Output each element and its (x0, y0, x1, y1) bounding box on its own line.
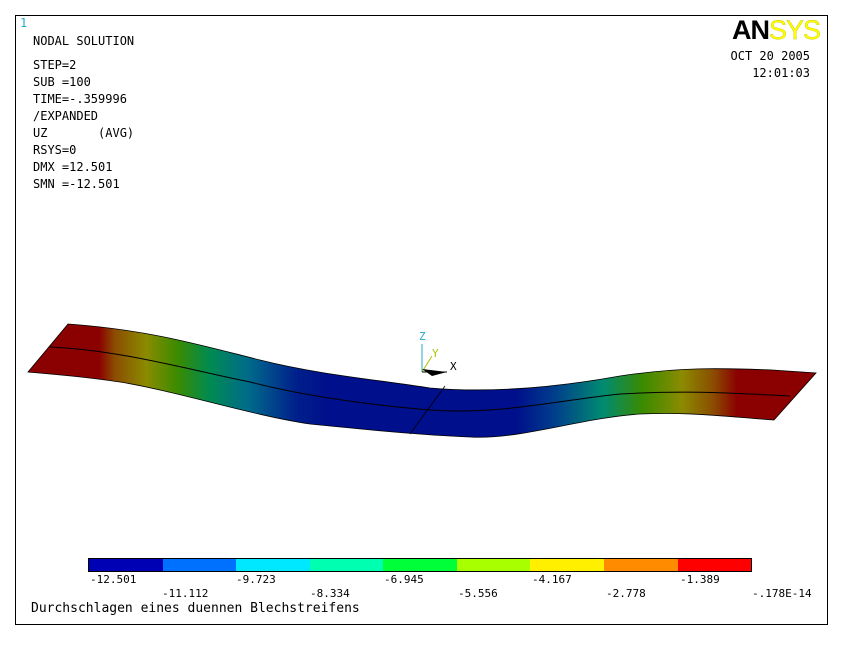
legend-value: -5.556 (458, 587, 498, 600)
date-label: OCT 20 2005 (730, 49, 810, 63)
coordinate-triad: Z Y X (419, 330, 457, 376)
legend-value: -11.112 (162, 587, 209, 600)
legend-value: -2.778 (606, 587, 646, 600)
legend-band-7 (530, 559, 604, 571)
info-step: STEP=2 (33, 58, 77, 72)
info-substep: SUB =100 (33, 75, 91, 89)
legend-value: -9.723 (236, 573, 276, 586)
legend-value: -6.945 (384, 573, 424, 586)
window-number: 1 (20, 16, 28, 30)
legend-value: -.178E-14 (752, 587, 812, 600)
triad-x-label: X (450, 360, 457, 373)
info-dmx: DMX =12.501 (33, 160, 113, 174)
legend-value: -8.334 (310, 587, 350, 600)
legend-value: -1.389 (680, 573, 720, 586)
triad-y-label: Y (432, 347, 439, 360)
info-rsys: RSYS=0 (33, 143, 77, 157)
legend-band-2 (162, 559, 237, 571)
time-label: 12:01:03 (752, 66, 810, 80)
info-time: TIME=-.359996 (33, 92, 127, 106)
legend-band-1 (89, 559, 163, 571)
contour-legend-bar (88, 558, 752, 572)
legend-band-9 (677, 559, 752, 571)
legend-value: -12.501 (90, 573, 137, 586)
info-expanded: /EXPANDED (33, 109, 99, 123)
legend-band-8 (603, 559, 678, 571)
info-smn: SMN =-12.501 (33, 177, 120, 191)
result-title: NODAL SOLUTION (33, 34, 135, 48)
legend-value: -4.167 (532, 573, 572, 586)
graphics-window (15, 15, 828, 625)
info-component: UZ (AVG) (33, 126, 135, 140)
deformed-strip (27, 323, 817, 438)
strip-centerline (49, 346, 791, 412)
strip-element-edge (409, 385, 446, 435)
legend-band-3 (236, 559, 310, 571)
ansys-logo: ANSYS (732, 15, 821, 45)
legend-band-4 (309, 559, 384, 571)
triad-z-label: Z (419, 330, 426, 343)
legend-band-6 (456, 559, 531, 571)
legend-band-5 (383, 559, 457, 571)
plot-caption: Durchschlagen eines duennen Blechstreife… (31, 601, 360, 616)
